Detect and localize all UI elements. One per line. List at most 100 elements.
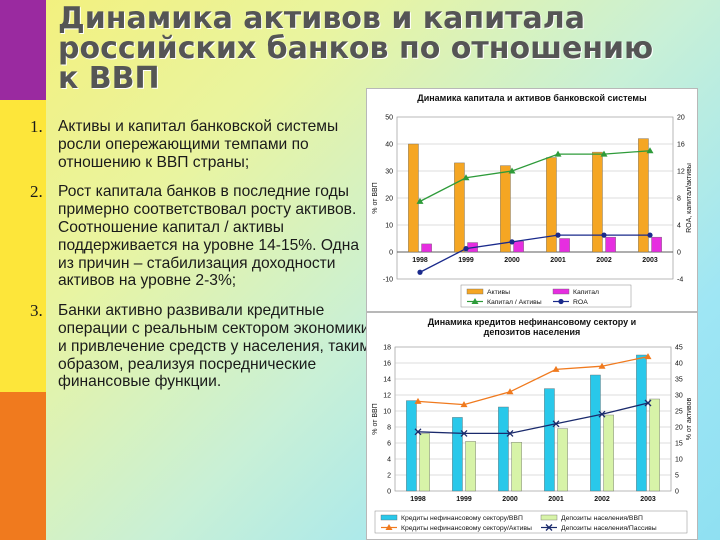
legend-label: Активы: [487, 289, 510, 296]
bar-1: [546, 157, 557, 253]
legend-box: [374, 510, 688, 534]
legend-marker: [471, 298, 479, 304]
bullet-text-1: Активы и капитал банковской системы росл…: [58, 118, 339, 171]
bullet-item-1: 1. Активы и капитал банковской системы р…: [30, 118, 376, 171]
x-category-label: 1998: [410, 496, 426, 503]
legend-label: Кредиты нефинансовому сектору/Активы: [401, 525, 532, 532]
legend-label: Депозиты населения/Пассивы: [561, 525, 657, 532]
series-line-1: [419, 150, 651, 202]
plot-area: [394, 346, 672, 492]
x-category-label: 2002: [594, 496, 610, 503]
y2-tick-label: 45: [675, 345, 683, 352]
series-point: [417, 269, 423, 275]
y-tick-label: 6: [387, 441, 391, 448]
bullet-text-2: Рост капитала банков в последние годы пр…: [58, 183, 360, 290]
bullet-number-1: 1.: [30, 117, 43, 136]
x-category-label: 2003: [640, 496, 656, 503]
series-line-2: [417, 402, 649, 435]
y-tick-label: -10: [383, 277, 393, 284]
loans-deposits-chart-panel: Динамика кредитов нефинансовому сектору …: [366, 312, 698, 540]
y-axis-label: % от ВВП: [372, 403, 379, 434]
series-point-stroke-b: [506, 429, 514, 437]
series-point: [600, 150, 608, 157]
bullet-list: 1. Активы и капитал банковской системы р…: [30, 118, 376, 403]
series-point: [506, 388, 514, 395]
bar-2: [559, 238, 570, 253]
y-tick-label: 0: [389, 250, 393, 257]
y2-tick-label: 20: [675, 425, 683, 432]
x-category-label: 1998: [412, 257, 428, 264]
bullet-item-2: 2. Рост капитала банков в последние годы…: [30, 183, 376, 290]
legend-label: ROA: [573, 299, 588, 306]
y2-tick-label: -4: [677, 277, 683, 284]
bullet-number-3: 3.: [30, 301, 43, 321]
y-tick-label: 40: [385, 142, 393, 149]
x-category-label: 2001: [548, 496, 564, 503]
series-point: [509, 239, 515, 245]
series-point: [552, 420, 560, 428]
legend-label: Капитал: [573, 289, 599, 296]
bar-2: [557, 428, 568, 492]
y2-tick-label: 25: [675, 409, 683, 416]
y-tick-label: 10: [383, 409, 391, 416]
series-line-1: [417, 355, 649, 406]
capital-assets-chart-panel: Динамика капитала и активов банковской с…: [366, 88, 698, 312]
bar-2: [605, 236, 616, 253]
bar-1: [408, 143, 419, 253]
series-point: [555, 232, 561, 238]
x-category-label: 2000: [504, 257, 520, 264]
series-point: [554, 150, 562, 157]
y-tick-label: 16: [383, 361, 391, 368]
series-point: [463, 246, 469, 252]
x-category-label: 1999: [456, 496, 472, 503]
y2-tick-label: 10: [675, 457, 683, 464]
bullet-text-3: Банки активно развивали кредитные операц…: [58, 302, 371, 391]
bar-1: [454, 162, 465, 253]
series-point: [460, 401, 468, 408]
bar-1: [592, 151, 603, 253]
y-tick-label: 20: [385, 196, 393, 203]
y2-tick-label: 20: [677, 115, 685, 122]
legend-label: Капитал / Активы: [487, 299, 542, 306]
series-point: [647, 232, 653, 238]
series-point: [462, 174, 470, 181]
bar-2: [465, 441, 476, 492]
series-point: [646, 147, 654, 154]
legend-label: Кредиты нефинансовому сектору/ВВП: [401, 515, 523, 522]
y2-tick-label: 35: [675, 377, 683, 384]
slide-title: Динамика активов и капитала российских б…: [58, 1, 654, 96]
series-point: [552, 365, 560, 372]
legend-marker-stroke-b: [545, 524, 553, 531]
series-point: [598, 410, 606, 418]
y2-axis-label: ROA, капитал/активы: [686, 163, 693, 233]
legend-swatch: [540, 514, 558, 521]
y2-tick-label: 5: [675, 473, 679, 480]
bar-1: [544, 388, 555, 492]
y-tick-label: 8: [387, 425, 391, 432]
bar-2: [511, 441, 522, 492]
loans-deposits-chart: Динамика кредитов нефинансовому сектору …: [372, 317, 693, 534]
bullet-item-3: 3. Банки активно развивали кредитные опе…: [30, 302, 376, 391]
bar-1: [406, 400, 417, 492]
y2-tick-label: 0: [675, 489, 679, 496]
bar-1: [498, 406, 509, 492]
capital-assets-chart: Динамика капитала и активов банковской с…: [372, 93, 693, 308]
series-point: [414, 428, 422, 436]
y2-tick-label: 30: [675, 393, 683, 400]
y2-tick-label: 4: [677, 223, 681, 230]
orange-accent-block: [0, 392, 46, 540]
y-tick-label: 14: [383, 377, 391, 384]
bar-2: [649, 398, 660, 492]
y-tick-label: 0: [387, 489, 391, 496]
bar-1: [452, 417, 463, 492]
y-tick-label: 12: [383, 393, 391, 400]
bar-1: [590, 374, 601, 492]
bar-1: [636, 354, 647, 492]
series-point: [506, 429, 514, 437]
bar-1: [638, 138, 649, 253]
bar-2: [651, 236, 662, 253]
legend-marker: [558, 298, 564, 305]
y2-tick-label: 15: [675, 441, 683, 448]
y-tick-label: 2: [387, 473, 391, 480]
series-point: [460, 429, 468, 437]
